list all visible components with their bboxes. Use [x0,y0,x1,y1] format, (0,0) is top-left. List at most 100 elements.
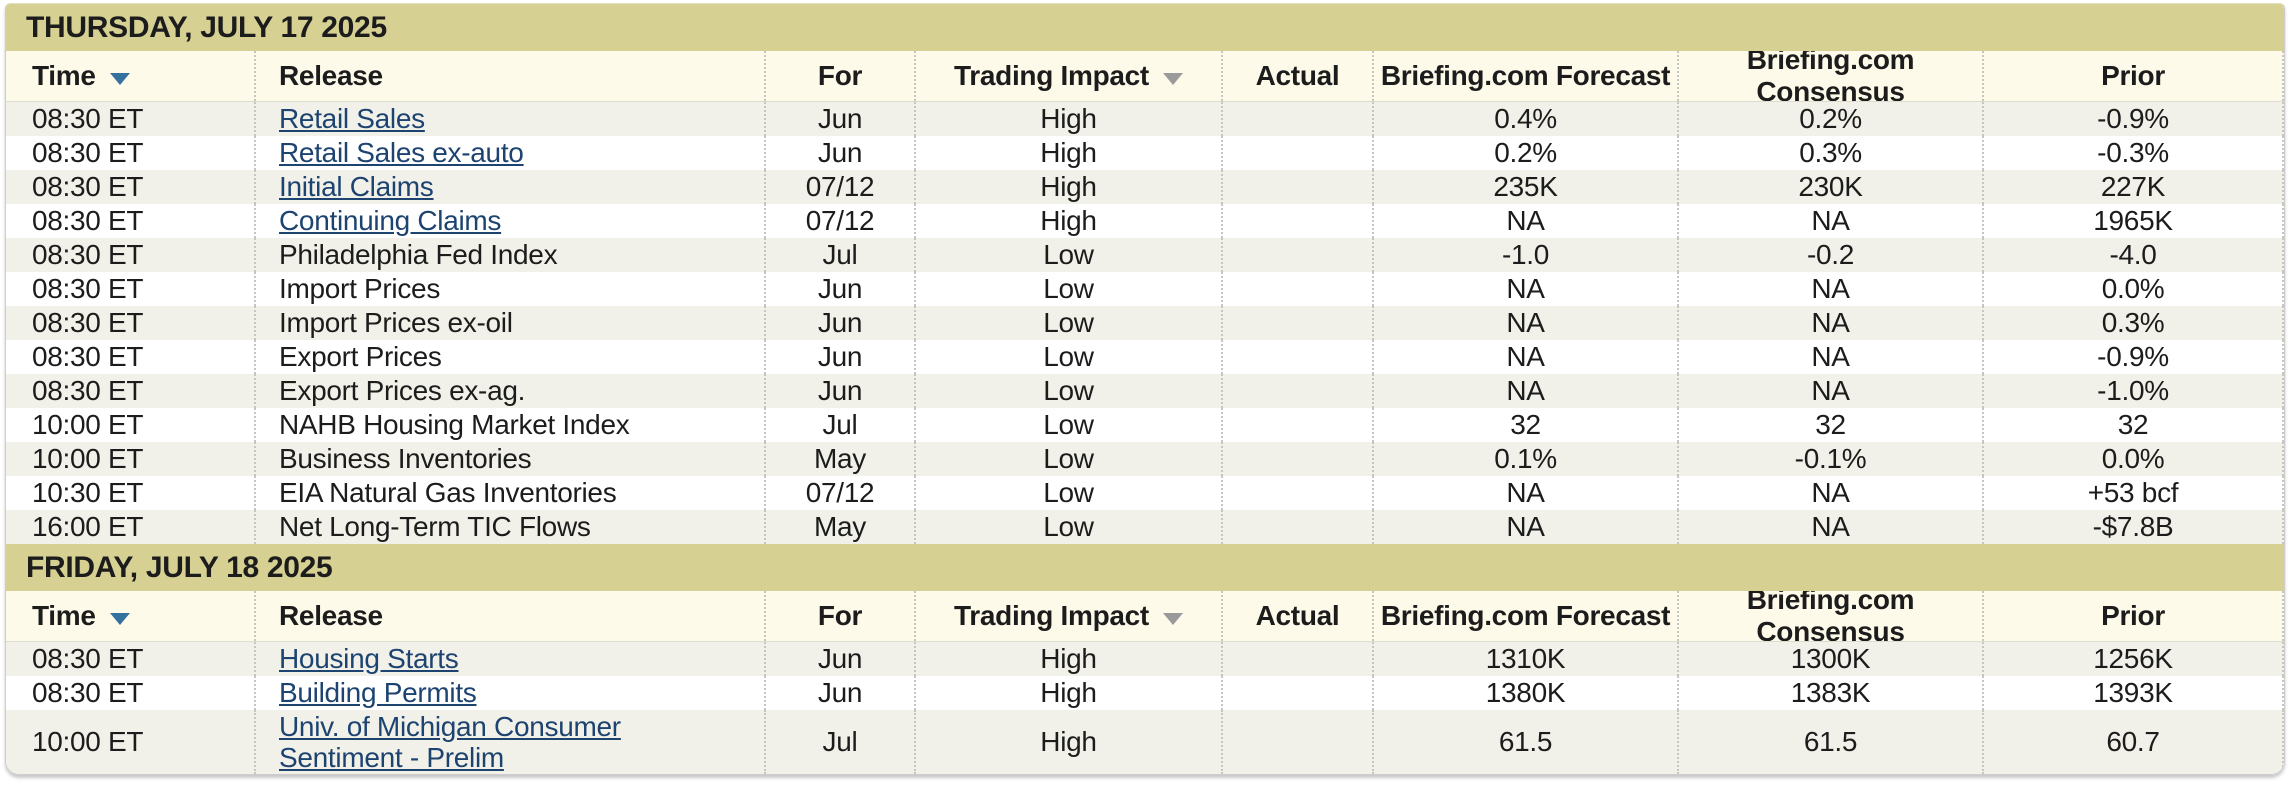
col-header-label-forecast: Briefing.com Forecast [1380,60,1671,91]
cell-release: Import Prices ex-oil [254,306,764,340]
col-header-time[interactable]: Time [6,51,254,101]
col-header-label-actual: Actual [1255,600,1340,631]
cell-impact: High [914,102,1221,136]
cell-prior: +53 bcf [1982,476,2284,510]
col-header-label-forecast: Briefing.com Forecast [1380,600,1671,631]
cell-forecast: NA [1372,510,1677,544]
cell-actual [1221,374,1372,408]
column-header-row: Time Release For Trading Impact Actual Briefi… [6,591,2284,642]
cell-consensus: NA [1677,340,1982,374]
table-row: 08:30 ET Continuing Claims 07/12 High NA NA 19… [6,204,2284,238]
col-header-release: Release [254,51,764,101]
cell-for: 07/12 [764,204,914,238]
col-header-label-consensus: Briefing.com Consensus [1746,591,1915,641]
cell-consensus: NA [1677,374,1982,408]
cell-prior: -$7.8B [1982,510,2284,544]
cell-forecast: 61.5 [1372,710,1677,774]
col-header-label-prior: Prior [2101,60,2165,91]
cell-time: 08:30 ET [32,375,144,406]
cell-time: 08:30 ET [32,677,144,708]
cell-impact: High [914,170,1221,204]
cell-consensus: 0.3% [1677,136,1982,170]
cell-for: Jul [764,238,914,272]
col-header-label-for: For [817,600,863,631]
cell-prior: 1393K [1982,676,2284,710]
cell-release: Univ. of Michigan Consumer Sentiment - P… [254,710,764,774]
cell-for: Jun [764,102,914,136]
cell-time: 10:30 ET [32,477,144,508]
cell-for: Jun [764,136,914,170]
column-header-row: Time Release For Trading Impact Actual Briefi… [6,51,2284,102]
cell-consensus: NA [1677,204,1982,238]
col-header-impact[interactable]: Trading Impact [914,51,1221,101]
cell-time: 08:30 ET [32,171,144,202]
cell-impact: Low [914,272,1221,306]
release-link[interactable]: Building Permits [279,677,477,709]
release-link[interactable]: Housing Starts [279,643,459,675]
cell-actual [1221,710,1372,774]
cell-time: 08:30 ET [32,273,144,304]
cell-actual [1221,102,1372,136]
cell-prior: 32 [1982,408,2284,442]
cell-prior: 60.7 [1982,710,2284,774]
cell-release: Business Inventories [254,442,764,476]
cell-time: 10:00 ET [32,409,144,440]
col-header-forecast: Briefing.com Forecast [1372,591,1677,641]
cell-time: 10:00 ET [32,726,144,757]
cell-forecast: NA [1372,306,1677,340]
cell-release: Retail Sales [254,102,764,136]
cell-actual [1221,340,1372,374]
cell-for: May [764,442,914,476]
cell-impact: Low [914,374,1221,408]
table-row: 10:00 ET Univ. of Michigan Consumer Senti… [6,710,2284,774]
cell-actual [1221,476,1372,510]
col-header-forecast: Briefing.com Forecast [1372,51,1677,101]
cell-prior: 1256K [1982,642,2284,676]
cell-forecast: 32 [1372,408,1677,442]
col-header-label-release: Release [279,600,383,631]
cell-forecast: 235K [1372,170,1677,204]
release-link[interactable]: Continuing Claims [279,205,502,237]
cell-prior: 1965K [1982,204,2284,238]
table-row: 08:30 ET Export Prices ex-ag. Jun Low NA NA -1… [6,374,2284,408]
cell-prior: -0.3% [1982,136,2284,170]
date-band: THURSDAY, JULY 17 2025 [6,4,2284,51]
cell-impact: Low [914,340,1221,374]
release-link[interactable]: Retail Sales ex-auto [279,137,524,169]
page-background: THURSDAY, JULY 17 2025 Time Release For Trad… [5,3,2285,775]
table-row: 08:30 ET Initial Claims 07/12 High 235K 230K 2… [6,170,2284,204]
cell-prior: -4.0 [1982,238,2284,272]
cell-release: NAHB Housing Market Index [254,408,764,442]
release-link[interactable]: Initial Claims [279,171,434,203]
cell-impact: Low [914,306,1221,340]
cell-for: Jul [764,710,914,774]
col-header-release: Release [254,591,764,641]
table-row: 08:30 ET Export Prices Jun Low NA NA -0.9% [6,340,2284,374]
release-link[interactable]: Retail Sales [279,103,425,135]
sort-arrow-icon [109,72,130,85]
table-row: 10:30 ET EIA Natural Gas Inventories 07/12… [6,476,2284,510]
cell-actual [1221,408,1372,442]
col-header-time[interactable]: Time [6,591,254,641]
cell-consensus: NA [1677,510,1982,544]
cell-release: Building Permits [254,676,764,710]
cell-impact: High [914,642,1221,676]
cell-actual [1221,136,1372,170]
table-row: 16:00 ET Net Long-Term TIC Flows May Low NA N… [6,510,2284,544]
cell-for: 07/12 [764,170,914,204]
col-header-impact[interactable]: Trading Impact [914,591,1221,641]
cell-forecast: 0.1% [1372,442,1677,476]
cell-actual [1221,204,1372,238]
cell-forecast: 1310K [1372,642,1677,676]
cell-actual [1221,238,1372,272]
cell-actual [1221,306,1372,340]
cell-prior: -1.0% [1982,374,2284,408]
cell-actual [1221,676,1372,710]
cell-release: Export Prices [254,340,764,374]
release-link[interactable]: Univ. of Michigan Consumer Sentiment - P… [279,710,621,773]
cell-actual [1221,642,1372,676]
col-header-actual: Actual [1221,51,1372,101]
col-header-prior: Prior [1982,591,2284,641]
date-header-label: THURSDAY, JULY 17 2025 [26,10,387,44]
table-row: 08:30 ET Retail Sales ex-auto Jun High 0.2% 0… [6,136,2284,170]
